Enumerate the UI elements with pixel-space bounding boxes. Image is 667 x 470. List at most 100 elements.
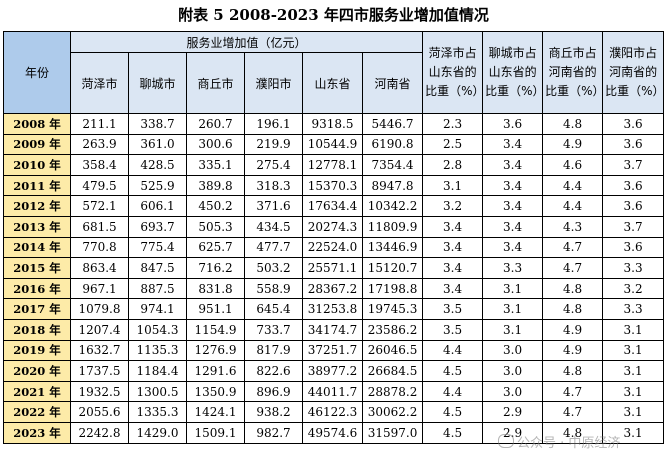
value-cell: 4.4 [422, 380, 484, 403]
value-cell: 11809.9 [361, 215, 424, 238]
ratio-header-shangqiu: 商丘市占河南省的比重（%） [542, 31, 604, 114]
value-cell: 3.3 [482, 257, 544, 279]
value-cell: 263.9 [70, 133, 129, 156]
value-cell: 3.1 [482, 277, 544, 300]
value-cell: 4.5 [422, 360, 484, 382]
value-cell: 275.4 [244, 154, 303, 176]
value-cell: 4.9 [542, 339, 604, 362]
value-cell: 25571.1 [302, 257, 363, 279]
value-cell: 8947.8 [361, 174, 424, 197]
value-cell: 3.3 [602, 298, 665, 320]
year-cell: 2015 年 [3, 257, 71, 279]
value-cell: 3.4 [422, 215, 484, 238]
value-cell: 15370.3 [302, 174, 363, 197]
value-cell: 196.1 [244, 113, 303, 135]
value-cell: 896.9 [244, 380, 303, 403]
year-cell: 2022 年 [3, 401, 71, 423]
value-cell: 1509.1 [186, 421, 245, 444]
value-cell: 28367.2 [302, 277, 363, 300]
value-cell: 3.0 [482, 380, 544, 403]
value-cell: 3.4 [482, 154, 544, 176]
value-cell: 4.5 [422, 401, 484, 423]
value-cell: 3.1 [602, 421, 665, 444]
value-cell: 3.2 [602, 277, 665, 300]
value-cell: 338.7 [128, 113, 187, 135]
value-cell: 2.3 [422, 113, 484, 135]
value-cell: 558.9 [244, 277, 303, 300]
value-cell: 625.7 [186, 236, 245, 259]
year-cell: 2019 年 [3, 339, 71, 362]
value-cell: 34174.7 [302, 318, 363, 341]
value-cell: 479.5 [70, 174, 129, 197]
value-cell: 503.2 [244, 257, 303, 279]
value-cell: 847.5 [128, 257, 187, 279]
table-row: 2011 年 479.5 525.9 389.8 318.3 15370.3 8947.8 3… [3, 174, 665, 197]
value-cell: 4.3 [542, 215, 604, 238]
value-cell: 1932.5 [70, 380, 129, 403]
value-cell: 2055.6 [70, 401, 129, 423]
value-cell: 1335.3 [128, 401, 187, 423]
value-cell: 428.5 [128, 154, 187, 176]
value-cell: 4.8 [542, 113, 604, 135]
ratio-header-heze: 菏泽市占山东省的比重（%） [422, 31, 484, 114]
year-cell: 2009 年 [3, 133, 71, 156]
value-cell: 389.8 [186, 174, 245, 197]
table-row: 2023 年 2242.8 1429.0 1509.1 982.7 49574.6 3159… [3, 421, 665, 444]
value-cell: 358.4 [70, 154, 129, 176]
value-cell: 606.1 [128, 195, 187, 217]
value-cell: 822.6 [244, 360, 303, 382]
value-cell: 817.9 [244, 339, 303, 362]
value-cell: 863.4 [70, 257, 129, 279]
col-header-heze: 菏泽市 [70, 52, 129, 114]
value-cell: 31597.0 [361, 421, 424, 444]
value-cell: 9318.5 [302, 113, 363, 135]
table-row: 2019 年 1632.7 1135.3 1276.9 817.9 37251.7 2604… [3, 339, 665, 362]
table-row: 2015 年 863.4 847.5 716.2 503.2 25571.1 15120.7… [3, 257, 665, 279]
value-cell: 2242.8 [70, 421, 129, 444]
value-cell: 775.4 [128, 236, 187, 259]
value-cell: 3.1 [602, 401, 665, 423]
value-cell: 13446.9 [361, 236, 424, 259]
value-cell: 3.3 [602, 257, 665, 279]
value-cell: 2.5 [422, 133, 484, 156]
group-header: 服务业增加值（亿元） [69, 31, 424, 53]
value-cell: 1135.3 [128, 339, 187, 362]
value-cell: 3.6 [602, 236, 665, 259]
value-cell: 3.1 [602, 318, 665, 341]
value-cell: 4.4 [422, 339, 484, 362]
value-cell: 3.6 [602, 133, 665, 156]
value-cell: 12778.1 [302, 154, 363, 176]
year-cell: 2016 年 [3, 277, 71, 300]
value-cell: 46122.3 [302, 401, 363, 423]
value-cell: 3.5 [422, 318, 484, 341]
value-cell: 4.6 [542, 154, 604, 176]
value-cell: 3.4 [422, 236, 484, 259]
table-row: 2018 年 1207.4 1054.3 1154.9 733.7 34174.7 2358… [3, 318, 665, 341]
value-cell: 967.1 [70, 277, 129, 300]
value-cell: 4.9 [542, 318, 604, 341]
value-cell: 4.7 [542, 257, 604, 279]
year-cell: 2023 年 [3, 421, 71, 444]
value-cell: 37251.7 [302, 339, 363, 362]
value-cell: 1079.8 [70, 298, 129, 320]
value-cell: 951.1 [186, 298, 245, 320]
value-cell: 4.8 [542, 360, 604, 382]
value-cell: 3.7 [602, 154, 665, 176]
value-cell: 1207.4 [70, 318, 129, 341]
value-cell: 525.9 [128, 174, 187, 197]
value-cell: 1737.5 [70, 360, 129, 382]
data-table: 年份 服务业增加值（亿元） 菏泽市占山东省的比重（%） 聊城市占山东省的比重（%… [3, 31, 665, 444]
value-cell: 3.4 [422, 257, 484, 279]
value-cell: 5446.7 [361, 113, 424, 135]
table-row: 2009 年 263.9 361.0 300.6 219.9 10544.9 6190.8 2… [3, 133, 665, 156]
wechat-icon [498, 434, 514, 448]
table-row: 2017 年 1079.8 974.1 951.1 645.4 31253.8 19745.… [3, 298, 665, 320]
value-cell: 4.8 [542, 421, 604, 444]
value-cell: 3.7 [602, 215, 665, 238]
value-cell: 10544.9 [302, 133, 363, 156]
value-cell: 1424.1 [186, 401, 245, 423]
value-cell: 4.8 [542, 277, 604, 300]
value-cell: 3.4 [482, 174, 544, 197]
value-cell: 2.9 [482, 401, 544, 423]
value-cell: 733.7 [244, 318, 303, 341]
